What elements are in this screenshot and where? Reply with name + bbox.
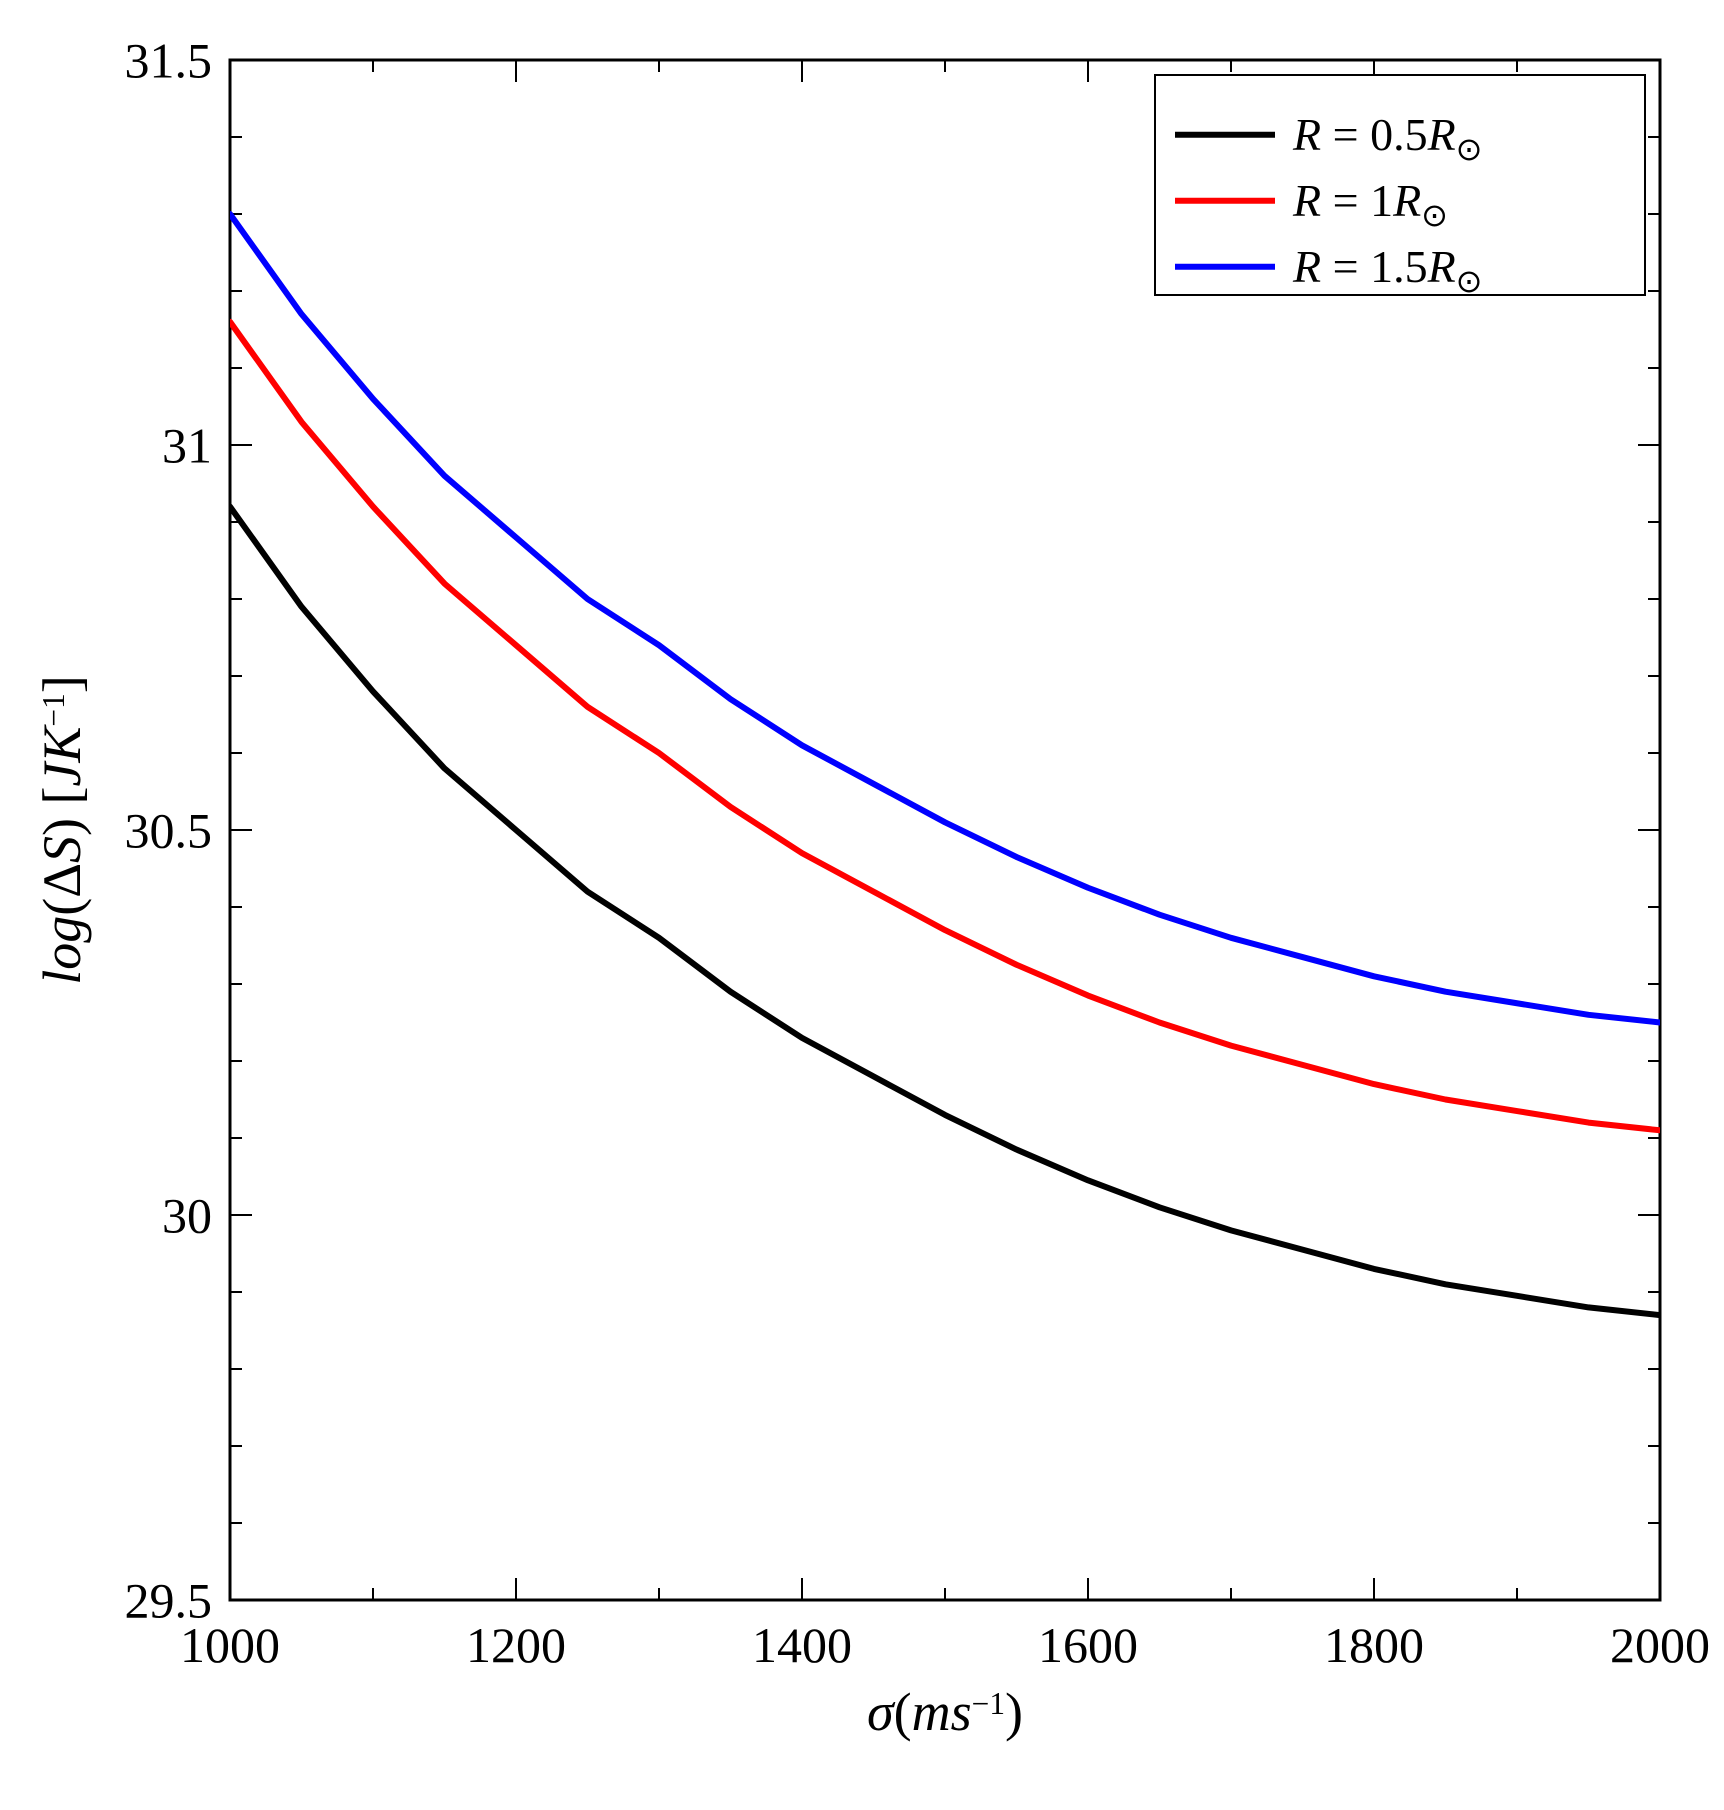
line-chart: 10001200140016001800200029.53030.53131.5… xyxy=(0,0,1724,1810)
x-tick-label: 1800 xyxy=(1324,1617,1424,1673)
x-tick-label: 1200 xyxy=(466,1617,566,1673)
y-tick-label: 29.5 xyxy=(125,1573,213,1629)
chart-container: 10001200140016001800200029.53030.53131.5… xyxy=(0,0,1724,1810)
y-tick-label: 31.5 xyxy=(125,33,213,89)
x-tick-label: 1400 xyxy=(752,1617,852,1673)
y-tick-label: 31 xyxy=(162,418,212,474)
y-tick-label: 30.5 xyxy=(125,803,213,859)
x-tick-label: 1600 xyxy=(1038,1617,1138,1673)
y-tick-label: 30 xyxy=(162,1188,212,1244)
legend: R = 0.5R⊙R = 1R⊙R = 1.5R⊙ xyxy=(1155,75,1645,299)
legend-label: R = 1.5R⊙ xyxy=(1292,241,1483,299)
legend-label: R = 0.5R⊙ xyxy=(1292,109,1483,167)
x-tick-label: 2000 xyxy=(1610,1617,1710,1673)
